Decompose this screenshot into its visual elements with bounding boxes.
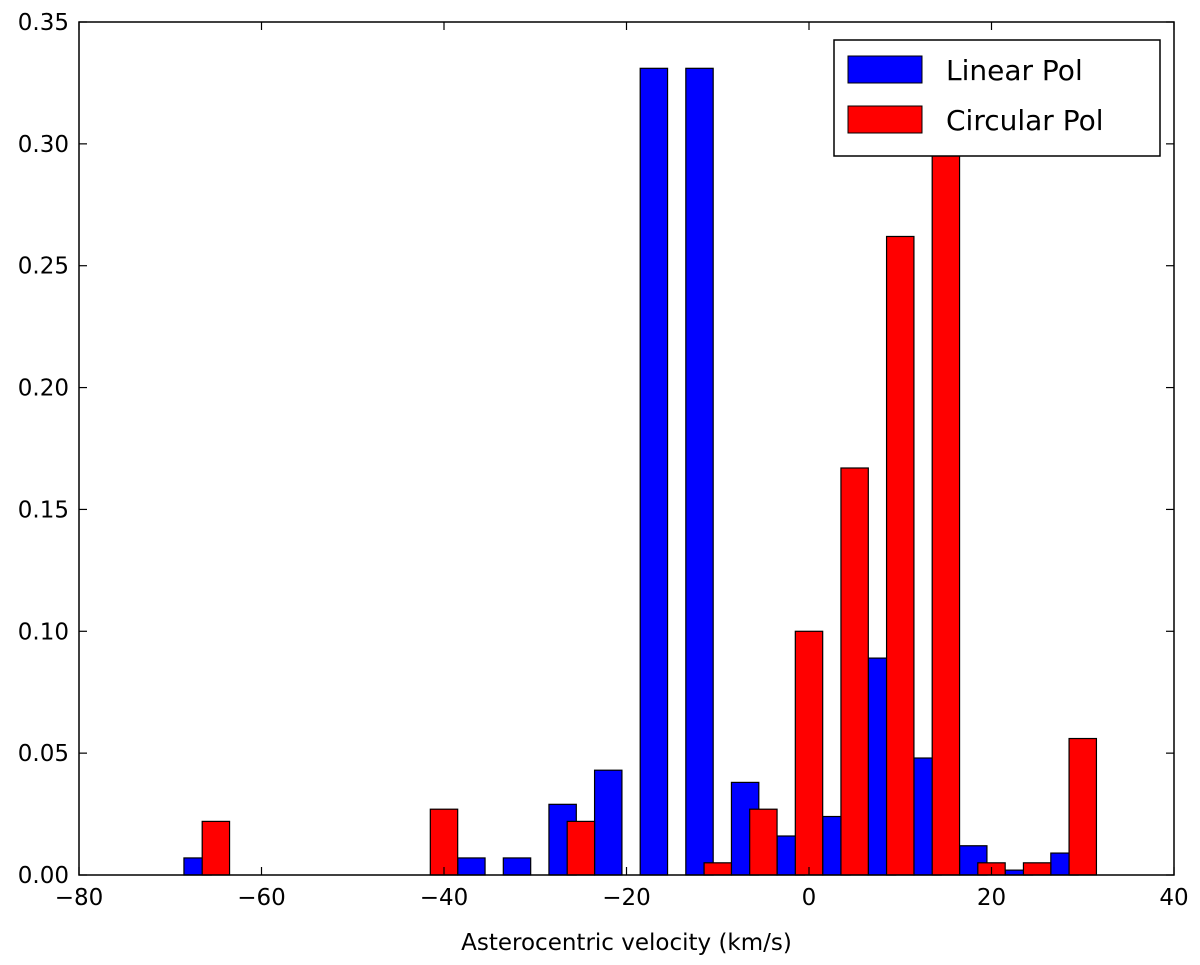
tick-labels-layer: −80 −60 −40 −20 0 20 40 0.00 0.05 0.10 0.15 0.20 0.2… (18, 10, 1189, 911)
bar-circular-pol (885, 235, 915, 876)
legend-label-circular-pol: Circular Pol (946, 104, 1104, 137)
bar-linear-pol (593, 769, 623, 876)
x-axis-title: Asterocentric velocity (km/s) (461, 930, 792, 956)
y-tick-label: 0.05 (18, 741, 69, 767)
x-tick-label: −40 (420, 885, 469, 911)
y-tick-label: 0.30 (18, 132, 69, 158)
bar-circular-pol (931, 143, 961, 876)
bar-circular-pol (840, 467, 869, 876)
bar-linear-pol (685, 67, 714, 876)
ticks-layer (78, 21, 1175, 876)
bar-circular-pol (201, 820, 231, 876)
legend-label-linear-pol: Linear Pol (946, 54, 1083, 87)
bar-circular-pol (566, 820, 596, 876)
y-tick-label: 0.15 (18, 497, 69, 523)
x-tick-label: −80 (55, 885, 104, 911)
x-tick-label: 0 (802, 885, 817, 911)
bar-circular-pol (1022, 862, 1052, 876)
bar-linear-pol (502, 857, 532, 876)
x-tick-label: −60 (237, 885, 286, 911)
y-tick-label: 0.00 (18, 863, 69, 889)
legend: Linear Pol Circular Pol (833, 39, 1161, 157)
y-tick-label: 0.35 (18, 10, 69, 36)
bar-linear-pol (457, 857, 486, 876)
legend-swatch-circular-pol (847, 105, 923, 134)
bar-linear-pol (958, 845, 988, 876)
bar-circular-pol (749, 808, 778, 876)
bars-layer (183, 67, 1098, 876)
bar-circular-pol (794, 630, 824, 876)
y-tick-label: 0.10 (18, 619, 69, 645)
bar-circular-pol (703, 862, 733, 876)
legend-swatch-linear-pol (847, 55, 923, 84)
x-tick-label: 20 (977, 885, 1006, 911)
bar-linear-pol (639, 67, 669, 876)
bar-circular-pol (1068, 737, 1098, 876)
y-tick-label: 0.20 (18, 376, 69, 402)
y-tick-label: 0.25 (18, 254, 69, 280)
bar-circular-pol (429, 808, 459, 876)
x-tick-label: 40 (1159, 885, 1188, 911)
x-tick-label: −20 (602, 885, 651, 911)
